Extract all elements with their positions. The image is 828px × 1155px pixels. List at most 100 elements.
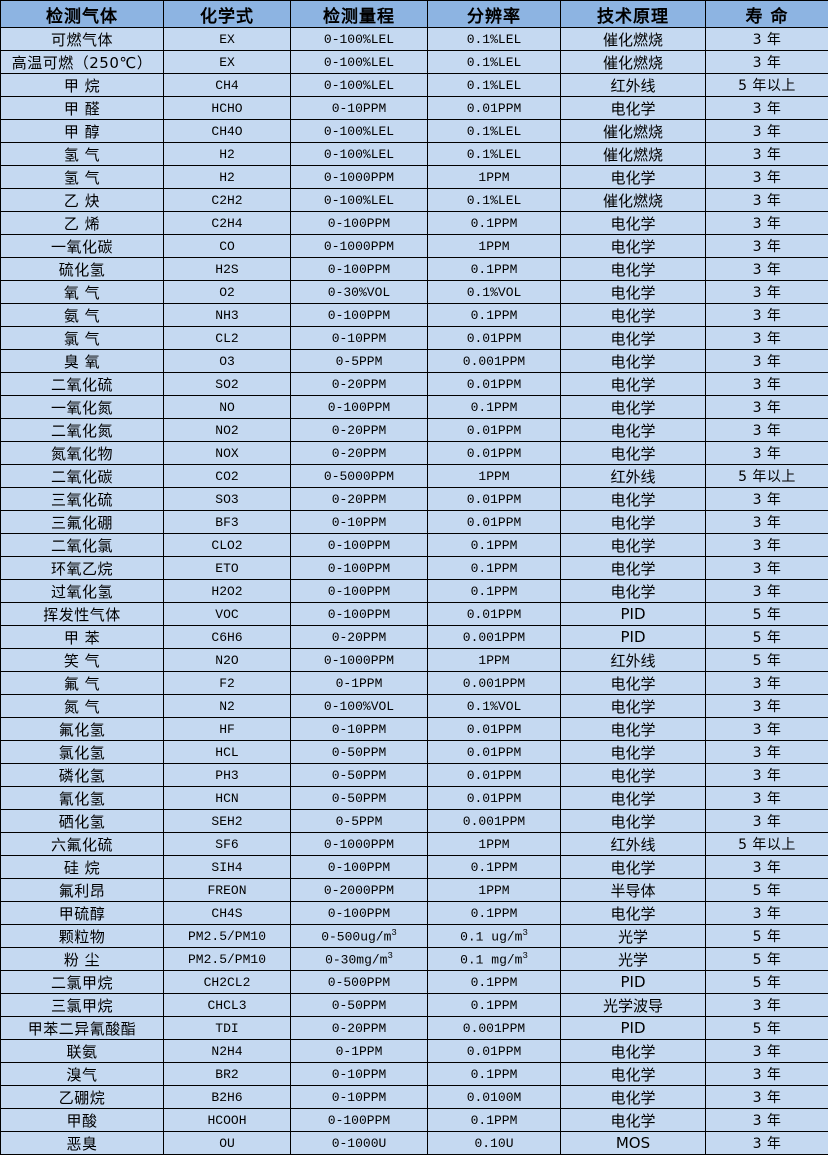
cell-gas-name: 乙 烯	[1, 212, 164, 235]
cell-service-life: 3 年	[706, 143, 828, 166]
cell-chemical-formula: CH4	[164, 74, 291, 97]
cell-detection-range: 0-100%LEL	[291, 74, 428, 97]
cell-resolution: 0.01PPM	[428, 787, 561, 810]
cell-chemical-formula: BR2	[164, 1063, 291, 1086]
cell-chemical-formula: H2S	[164, 258, 291, 281]
cell-service-life: 3 年	[706, 488, 828, 511]
cell-resolution: 0.01PPM	[428, 488, 561, 511]
cell-chemical-formula: SEH2	[164, 810, 291, 833]
cell-chemical-formula: OU	[164, 1132, 291, 1155]
cell-service-life: 3 年	[706, 373, 828, 396]
cell-technology-principle: PID	[561, 971, 706, 994]
cell-detection-range: 0-100PPM	[291, 902, 428, 925]
cell-detection-range: 0-2000PPM	[291, 879, 428, 902]
cell-gas-name: 臭 氧	[1, 350, 164, 373]
cell-service-life: 5 年	[706, 879, 828, 902]
cell-service-life: 3 年	[706, 741, 828, 764]
cell-chemical-formula: HF	[164, 718, 291, 741]
cell-service-life: 3 年	[706, 1040, 828, 1063]
column-header-principle: 技术原理	[561, 1, 706, 28]
cell-technology-principle: PID	[561, 1017, 706, 1040]
cell-gas-name: 颗粒物	[1, 925, 164, 948]
cell-gas-name: 氨 气	[1, 304, 164, 327]
cell-resolution: 0.1 ug/m3	[428, 925, 561, 948]
cell-gas-name: 氟化氢	[1, 718, 164, 741]
table-header: 检测气体 化学式 检测量程 分辨率 技术原理 寿 命	[1, 1, 828, 28]
cell-resolution: 0.1PPM	[428, 580, 561, 603]
cell-detection-range: 0-10PPM	[291, 511, 428, 534]
cell-chemical-formula: NH3	[164, 304, 291, 327]
cell-chemical-formula: N2H4	[164, 1040, 291, 1063]
cell-service-life: 3 年	[706, 396, 828, 419]
cell-gas-name: 硒化氢	[1, 810, 164, 833]
cell-service-life: 3 年	[706, 1109, 828, 1132]
cell-technology-principle: MOS	[561, 1132, 706, 1155]
cell-detection-range: 0-5PPM	[291, 350, 428, 373]
cell-gas-name: 氧 气	[1, 281, 164, 304]
cell-technology-principle: 光学	[561, 948, 706, 971]
cell-chemical-formula: ETO	[164, 557, 291, 580]
cell-detection-range: 0-10PPM	[291, 1086, 428, 1109]
cell-chemical-formula: EX	[164, 51, 291, 74]
cell-gas-name: 硫化氢	[1, 258, 164, 281]
cell-chemical-formula: B2H6	[164, 1086, 291, 1109]
cell-technology-principle: 电化学	[561, 419, 706, 442]
cell-technology-principle: 电化学	[561, 235, 706, 258]
cell-detection-range: 0-100PPM	[291, 1109, 428, 1132]
cell-technology-principle: 半导体	[561, 879, 706, 902]
cell-chemical-formula: N2O	[164, 649, 291, 672]
cell-service-life: 5 年	[706, 925, 828, 948]
cell-service-life: 5 年	[706, 971, 828, 994]
cell-gas-name: 三氧化硫	[1, 488, 164, 511]
cell-service-life: 3 年	[706, 235, 828, 258]
cell-gas-name: 甲 醛	[1, 97, 164, 120]
cell-detection-range: 0-20PPM	[291, 442, 428, 465]
cell-detection-range: 0-100PPM	[291, 304, 428, 327]
cell-resolution: 0.01PPM	[428, 741, 561, 764]
cell-chemical-formula: CO	[164, 235, 291, 258]
cell-service-life: 3 年	[706, 419, 828, 442]
cell-resolution: 0.01PPM	[428, 764, 561, 787]
cell-resolution: 0.001PPM	[428, 626, 561, 649]
cell-gas-name: 氯 气	[1, 327, 164, 350]
cell-chemical-formula: NO	[164, 396, 291, 419]
cell-resolution: 0.001PPM	[428, 672, 561, 695]
cell-service-life: 3 年	[706, 764, 828, 787]
cell-detection-range: 0-50PPM	[291, 787, 428, 810]
cell-service-life: 3 年	[706, 902, 828, 925]
cell-gas-name: 乙硼烷	[1, 1086, 164, 1109]
cell-detection-range: 0-100PPM	[291, 557, 428, 580]
cell-chemical-formula: HCN	[164, 787, 291, 810]
cell-chemical-formula: N2	[164, 695, 291, 718]
cell-chemical-formula: O2	[164, 281, 291, 304]
cell-service-life: 3 年	[706, 442, 828, 465]
header-row: 检测气体 化学式 检测量程 分辨率 技术原理 寿 命	[1, 1, 828, 28]
cell-detection-range: 0-500PPM	[291, 971, 428, 994]
cell-gas-name: 氟利昂	[1, 879, 164, 902]
cell-gas-name: 氰化氢	[1, 787, 164, 810]
cell-technology-principle: 电化学	[561, 557, 706, 580]
cell-resolution: 0.1PPM	[428, 902, 561, 925]
cell-detection-range: 0-10PPM	[291, 1063, 428, 1086]
cell-technology-principle: 电化学	[561, 442, 706, 465]
cell-gas-name: 二氯甲烷	[1, 971, 164, 994]
cell-resolution: 0.10U	[428, 1132, 561, 1155]
cell-chemical-formula: C2H2	[164, 189, 291, 212]
cell-resolution: 0.1PPM	[428, 396, 561, 419]
cell-gas-name: 恶臭	[1, 1132, 164, 1155]
cell-resolution: 0.1PPM	[428, 994, 561, 1017]
cell-detection-range: 0-1PPM	[291, 672, 428, 695]
cell-gas-name: 氢 气	[1, 166, 164, 189]
cell-resolution: 1PPM	[428, 465, 561, 488]
